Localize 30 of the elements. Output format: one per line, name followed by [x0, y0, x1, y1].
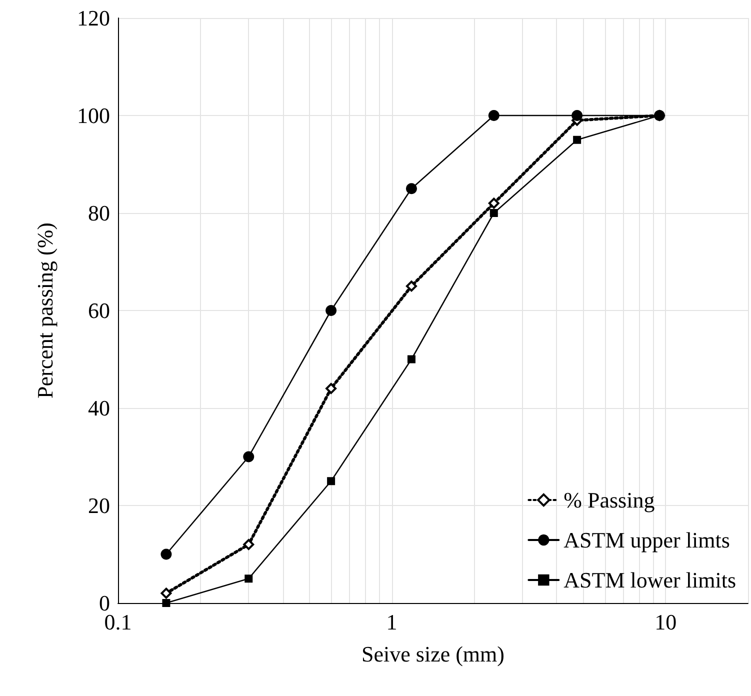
point — [244, 574, 253, 583]
point — [243, 539, 254, 550]
point — [160, 548, 172, 560]
y-tick-label: 120 — [77, 6, 110, 30]
point — [326, 305, 337, 316]
point — [406, 280, 417, 292]
point — [572, 110, 583, 121]
legend-label: ASTM upper limts — [564, 528, 730, 552]
point — [327, 477, 336, 486]
x-axis-title: Seive size (mm) — [362, 642, 504, 666]
y-tick-label: 80 — [88, 200, 110, 226]
x-tick-label: 1 — [386, 610, 398, 634]
point — [406, 183, 417, 194]
x-tick-label: 10 — [654, 610, 677, 634]
point — [160, 588, 172, 599]
point — [407, 355, 416, 364]
legend-label: % Passing — [564, 488, 655, 512]
point — [243, 451, 254, 462]
y-tick-label: 20 — [88, 493, 110, 518]
y-axis-title: Percent passing (%) — [32, 222, 58, 398]
point — [490, 209, 498, 217]
point — [326, 383, 337, 394]
y-tick-label: 60 — [88, 298, 110, 323]
y-tick-label: 100 — [77, 103, 110, 128]
legend-label: ASTM lower limits — [564, 568, 736, 592]
point — [488, 198, 500, 209]
point — [488, 110, 500, 121]
y-tick-label: 40 — [88, 396, 110, 420]
point — [573, 136, 582, 144]
point — [162, 599, 170, 607]
